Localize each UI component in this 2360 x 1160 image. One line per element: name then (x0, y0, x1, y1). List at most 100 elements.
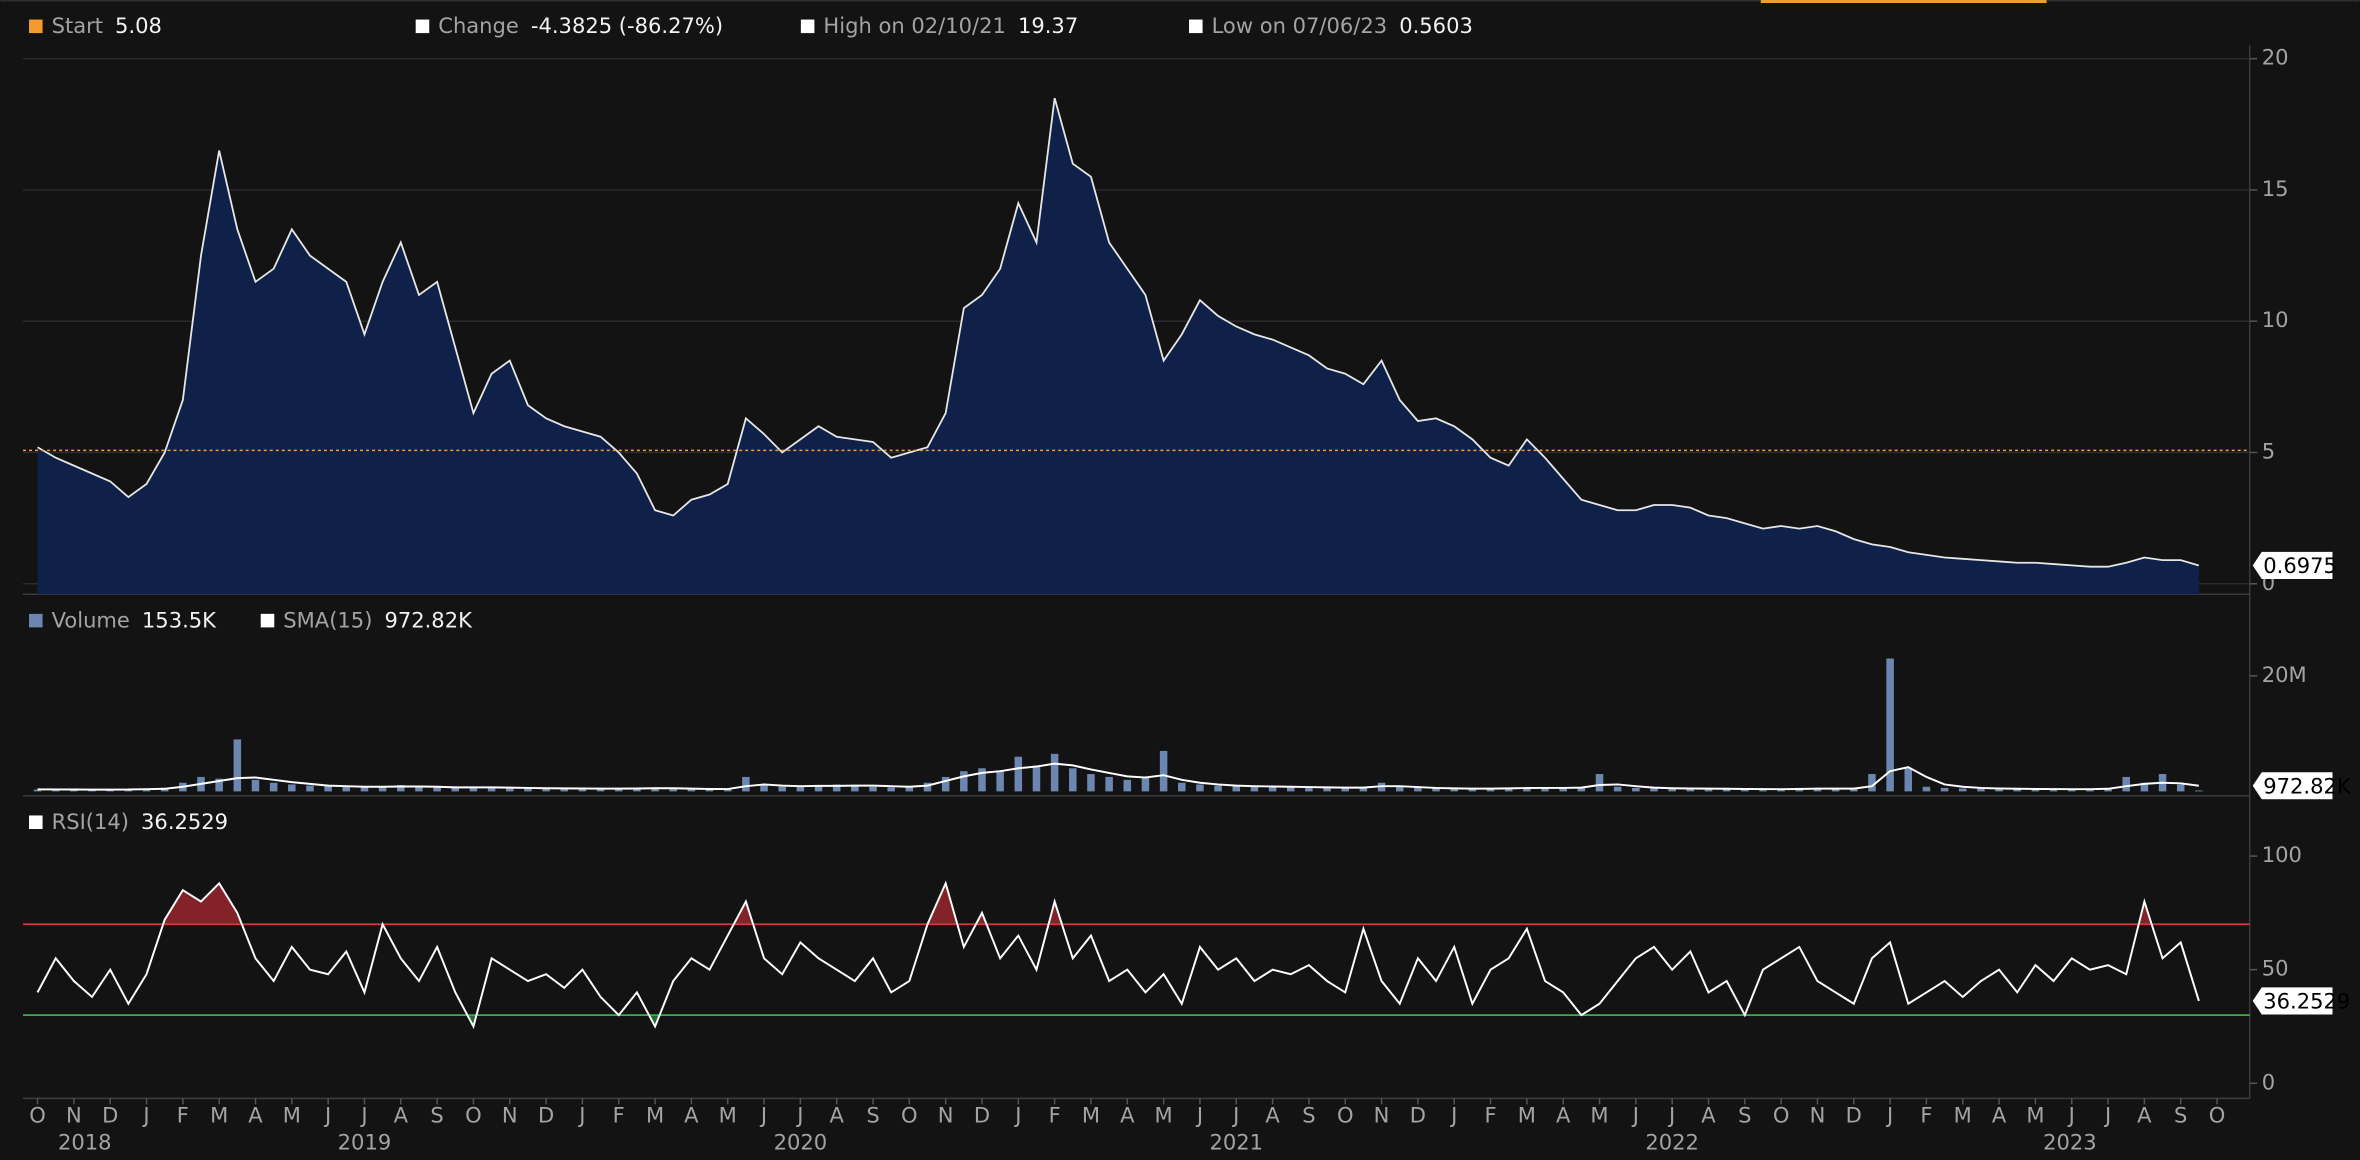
stat-name: Start (52, 13, 103, 38)
x-tick-label: O (901, 1102, 918, 1127)
volume-bar (142, 789, 151, 792)
volume-bar (1722, 789, 1731, 792)
stat-name: SMA(15) (283, 607, 372, 632)
volume-bar (1395, 786, 1404, 792)
x-tick-label: O (29, 1102, 46, 1127)
x-tick-label: J (1631, 1102, 1639, 1127)
volume-bar (742, 776, 750, 792)
volume-bar (1178, 782, 1186, 792)
stat-value: 972.82K (384, 607, 473, 632)
year-label: 2023 (2043, 1129, 2097, 1154)
volume-bar (1686, 788, 1695, 792)
x-tick-label: F (1920, 1102, 1932, 1127)
year-label: 2019 (338, 1129, 392, 1154)
x-tick-label: M (1518, 1102, 1536, 1127)
volume-bar (1904, 768, 1913, 792)
x-tick-label: J (1231, 1102, 1239, 1127)
x-tick-label: A (1992, 1102, 2007, 1127)
volume-bar (1486, 788, 1495, 792)
x-tick-label: F (1049, 1102, 1061, 1127)
volume-bar (1105, 776, 1113, 792)
volume-bar (1014, 756, 1023, 792)
value-tag-box (2252, 987, 2333, 1015)
x-tick-label: M (1082, 1102, 1100, 1127)
volume-bar (2195, 790, 2203, 792)
volume-bar (1922, 786, 1931, 792)
stat-value: 36.2529 (141, 809, 228, 834)
stat-value: -4.3825 (-86.27%) (531, 13, 723, 38)
volume-bar (723, 789, 732, 792)
x-tick-label: A (248, 1102, 263, 1127)
x-tick-label: F (177, 1102, 189, 1127)
value-tag-box (2252, 772, 2333, 800)
volume-bar (1323, 787, 1331, 792)
stat-name: Low on 07/06/23 (1212, 13, 1388, 38)
x-tick-label: N (66, 1102, 82, 1127)
stat-value: 19.37 (1018, 13, 1078, 38)
volume-bar (1341, 787, 1349, 792)
volume-bar (1087, 774, 1095, 792)
volume-bar (1214, 785, 1222, 792)
volume-bar (596, 788, 605, 792)
volume-bar (2031, 789, 2040, 792)
volume-bar (397, 785, 405, 792)
legend-swatch (1189, 19, 1203, 34)
volume-bar (760, 784, 768, 792)
volume-bar (433, 787, 441, 792)
x-tick-label: J (577, 1102, 585, 1127)
x-tick-label: O (1773, 1102, 1790, 1127)
x-tick-label: A (1265, 1102, 1280, 1127)
volume-bar (233, 739, 242, 792)
x-tick-label: M (1954, 1102, 1972, 1127)
x-tick-label: J (141, 1102, 149, 1127)
volume-bar (1523, 787, 1531, 792)
volume-bar (2140, 782, 2149, 792)
y-tick-label: 5 (2262, 438, 2275, 463)
x-tick-label: F (613, 1102, 625, 1127)
x-tick-label: M (719, 1102, 737, 1127)
volume-bar (2049, 789, 2058, 792)
volume-bar (1504, 787, 1513, 792)
x-tick-label: N (938, 1102, 954, 1127)
legend-swatch (29, 613, 43, 628)
value-tag-label: 972.82K (2263, 773, 2352, 798)
volume-bar (1850, 788, 1858, 792)
x-tick-label: J (323, 1102, 331, 1127)
volume-bar (269, 782, 278, 792)
volume-bar (324, 786, 332, 792)
x-tick-label: A (394, 1102, 409, 1127)
volume-bar (2176, 784, 2185, 792)
volume-bar (960, 771, 968, 792)
x-tick-label: M (210, 1102, 228, 1127)
volume-bar (560, 788, 569, 792)
volume-bar (1741, 789, 1749, 792)
volume-bar (1541, 788, 1549, 792)
volume-bar (869, 786, 877, 792)
x-tick-label: S (1738, 1102, 1751, 1127)
stat-name: High on 02/10/21 (823, 13, 1006, 38)
volume-bar (578, 788, 587, 792)
volume-bar (70, 789, 78, 792)
price-line (37, 97, 2200, 568)
year-label: 2022 (1645, 1129, 1699, 1154)
volume-bar (814, 786, 823, 792)
volume-bar (1468, 788, 1477, 792)
volume-bar (1159, 750, 1168, 792)
legend-swatch (29, 19, 43, 34)
stat-name: RSI(14) (52, 809, 129, 834)
volume-bar (1450, 788, 1458, 792)
sma-line (37, 762, 2200, 791)
year-label: 2018 (58, 1129, 112, 1154)
x-tick-label: N (1374, 1102, 1390, 1127)
x-tick-label: S (1302, 1102, 1315, 1127)
volume-bar (669, 788, 677, 792)
volume-bar (542, 787, 550, 792)
price-area (37, 98, 2199, 595)
volume-bar (1196, 784, 1204, 792)
x-tick-label: D (974, 1102, 990, 1127)
volume-bar (1813, 788, 1822, 792)
volume-bar (1886, 658, 1894, 792)
